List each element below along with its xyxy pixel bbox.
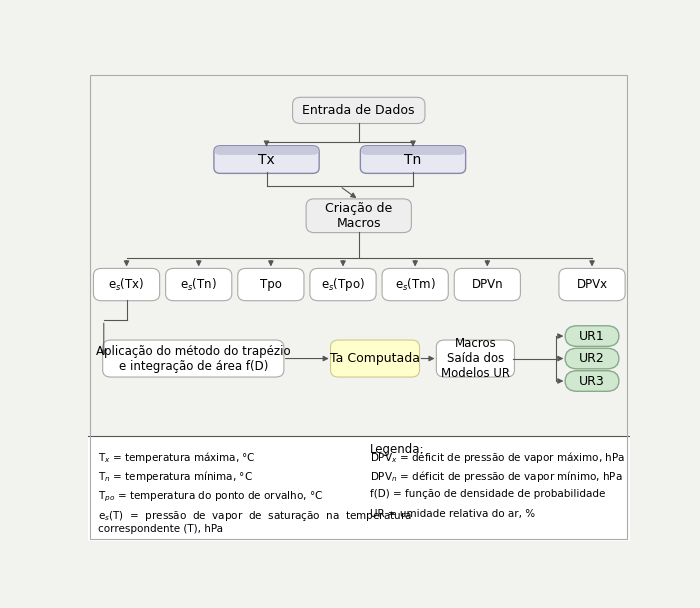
Bar <box>88 436 630 541</box>
FancyBboxPatch shape <box>238 268 304 301</box>
FancyBboxPatch shape <box>436 340 514 377</box>
Text: UR2: UR2 <box>579 352 605 365</box>
Text: Ta Computada: Ta Computada <box>330 352 420 365</box>
FancyBboxPatch shape <box>306 199 412 233</box>
Text: UR1: UR1 <box>579 330 605 342</box>
Text: DPVn: DPVn <box>472 278 503 291</box>
Text: e$_s$(Tn): e$_s$(Tn) <box>181 277 217 292</box>
FancyBboxPatch shape <box>559 268 625 301</box>
FancyBboxPatch shape <box>166 268 232 301</box>
FancyBboxPatch shape <box>214 146 319 173</box>
Text: Entrada de Dados: Entrada de Dados <box>302 104 415 117</box>
FancyBboxPatch shape <box>94 268 160 301</box>
FancyBboxPatch shape <box>360 146 466 173</box>
Text: DPVx: DPVx <box>577 278 608 291</box>
FancyBboxPatch shape <box>214 147 318 155</box>
Text: DPV$_x$ = déficit de pressão de vapor máximo, hPa: DPV$_x$ = déficit de pressão de vapor má… <box>370 450 625 465</box>
Text: Tx: Tx <box>258 153 275 167</box>
Text: UR = umidade relativa do ar, %: UR = umidade relativa do ar, % <box>370 509 535 519</box>
Text: DPV$_n$ = déficit de pressão de vapor mínimo, hPa: DPV$_n$ = déficit de pressão de vapor mí… <box>370 469 622 485</box>
Text: Criação de
Macros: Criação de Macros <box>325 202 393 230</box>
FancyBboxPatch shape <box>565 326 619 347</box>
Text: e$_s$(Tx): e$_s$(Tx) <box>108 277 145 292</box>
FancyBboxPatch shape <box>454 268 520 301</box>
FancyBboxPatch shape <box>565 348 619 369</box>
Text: f(D) = função de densidade de probabilidade: f(D) = função de densidade de probabilid… <box>370 489 605 499</box>
Text: T$_{po}$ = temperatura do ponto de orvalho, °C: T$_{po}$ = temperatura do ponto de orval… <box>98 489 323 503</box>
FancyBboxPatch shape <box>382 268 448 301</box>
FancyBboxPatch shape <box>310 268 376 301</box>
Text: Tn: Tn <box>405 153 421 167</box>
Text: e$_s$(T)  =  pressão  de  vapor  de  saturação  na  temperatura
correspondente (: e$_s$(T) = pressão de vapor de saturação… <box>98 509 412 534</box>
FancyBboxPatch shape <box>565 371 619 392</box>
Text: Legenda:: Legenda: <box>370 443 424 456</box>
FancyBboxPatch shape <box>293 97 425 123</box>
Text: Aplicação do método do trapézio
e integração de área f(D): Aplicação do método do trapézio e integr… <box>96 345 290 373</box>
Text: e$_s$(Tm): e$_s$(Tm) <box>395 277 435 292</box>
Text: e$_s$(Tpo): e$_s$(Tpo) <box>321 276 365 293</box>
Text: Tpo: Tpo <box>260 278 282 291</box>
FancyBboxPatch shape <box>103 340 284 377</box>
Text: T$_n$ = temperatura mínima, °C: T$_n$ = temperatura mínima, °C <box>98 469 253 485</box>
Text: T$_x$ = temperatura máxima, °C: T$_x$ = temperatura máxima, °C <box>98 450 256 465</box>
FancyBboxPatch shape <box>330 340 419 377</box>
Text: Macros
Saída dos
Modelos UR: Macros Saída dos Modelos UR <box>441 337 510 380</box>
Text: UR3: UR3 <box>579 375 605 387</box>
FancyBboxPatch shape <box>361 147 465 155</box>
